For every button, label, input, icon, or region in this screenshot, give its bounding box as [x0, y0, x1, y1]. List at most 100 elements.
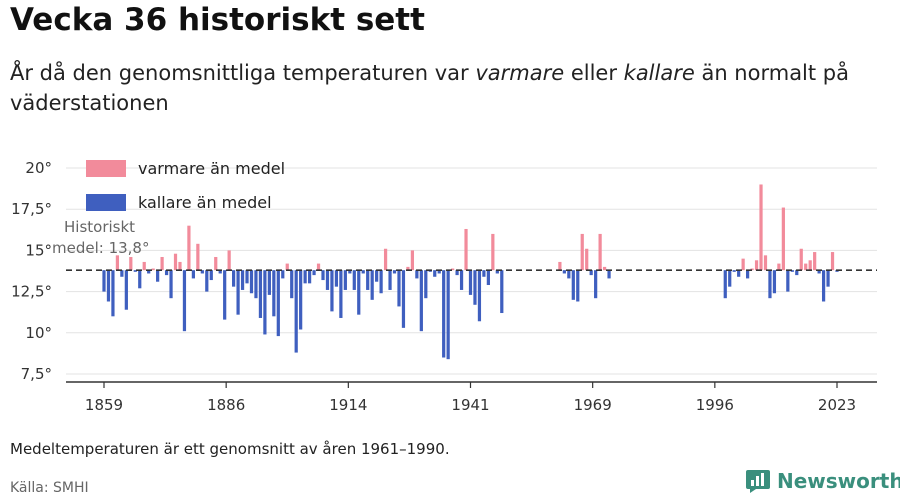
legend: varmare än medel kallare än medel — [86, 159, 285, 212]
bar-cold — [817, 270, 821, 274]
bar-cold — [120, 270, 124, 277]
bar-cold — [477, 270, 482, 322]
bar-cold — [370, 270, 374, 300]
subtitle-part: År då den genomsnittliga temperaturen va… — [10, 61, 476, 85]
bar-warm — [410, 250, 415, 271]
bar-cold — [138, 270, 142, 289]
bar-cold — [428, 270, 432, 272]
bar-cold — [307, 270, 312, 284]
newsworthy-logo[interactable]: Newsworthy — [745, 468, 900, 494]
subtitle-warm-word: varmare — [475, 61, 565, 85]
bar-cold — [164, 270, 169, 276]
bar-cold — [147, 270, 151, 274]
bar-warm — [316, 263, 321, 271]
bar-cold — [375, 270, 379, 282]
bar-cold — [290, 270, 294, 299]
bars — [102, 184, 839, 360]
bar-warm — [187, 225, 191, 271]
bar-cold — [415, 270, 419, 279]
bar-cold — [835, 270, 839, 272]
bar-cold — [169, 270, 173, 299]
bar-cold — [728, 270, 732, 287]
bar-cold — [339, 270, 343, 318]
bar-cold — [348, 270, 352, 274]
bar-cold — [401, 270, 406, 328]
bar-warm — [741, 258, 745, 271]
bar-cold — [156, 270, 160, 282]
bar-cold — [218, 270, 222, 274]
bar-cold — [495, 270, 499, 274]
bar-cold — [254, 270, 258, 299]
bar-cold — [236, 270, 240, 315]
y-axis-ticks: 7,5° 10° 12,5° 15° 17,5° 20° — [11, 159, 52, 383]
bar-warm — [754, 260, 759, 271]
bar-warm — [763, 255, 768, 271]
bar-cold — [446, 270, 450, 360]
bar-warm — [129, 256, 133, 271]
bar-cold — [111, 270, 115, 317]
bar-warm — [585, 248, 589, 271]
bar-cold — [571, 270, 575, 300]
bar-cold — [486, 270, 490, 286]
average-label: medel: 13,8° — [52, 239, 149, 257]
bar-cold — [209, 270, 213, 281]
y-tick-label: 12,5° — [11, 283, 52, 301]
bar-cold — [459, 270, 464, 290]
legend-label: varmare än medel — [138, 159, 285, 178]
bar-cold — [294, 270, 298, 353]
bar-warm — [151, 268, 155, 271]
x-tick-label: 1996 — [696, 396, 734, 414]
bar-warm — [285, 263, 289, 271]
bar-cold — [737, 270, 741, 277]
bar-cold — [795, 270, 799, 276]
bar-cold — [482, 270, 486, 277]
chart-title: Vecka 36 historiskt sett — [10, 2, 425, 38]
x-tick-label: 1886 — [207, 396, 245, 414]
bar-cold — [258, 270, 263, 318]
bar-cold — [366, 270, 370, 290]
bar-warm — [830, 252, 835, 271]
bar-warm — [813, 252, 817, 271]
subtitle-cold-word: kallare — [623, 61, 695, 85]
bar-cold — [245, 270, 249, 284]
bar-cold — [821, 270, 826, 302]
average-label: Historiskt — [64, 218, 135, 236]
bar-warm — [777, 263, 781, 271]
bar-warm — [558, 261, 562, 271]
bar-cold — [723, 270, 727, 299]
y-tick-label: 10° — [25, 324, 52, 342]
x-tick-label: 2023 — [818, 396, 856, 414]
bar-cold — [442, 270, 446, 358]
bar-cold — [223, 270, 227, 320]
bar-cold — [343, 270, 347, 290]
bar-warm — [383, 248, 388, 271]
bar-cold — [746, 270, 750, 279]
bar-cold — [357, 270, 361, 315]
temperature-bar-chart: 7,5° 10° 12,5° 15° 17,5° 20° 1859 1886 1914 1941… — [11, 159, 877, 414]
bar-warm — [750, 268, 754, 271]
bar-warm — [451, 268, 455, 271]
bar-warm — [759, 184, 763, 271]
bar-warm — [406, 266, 410, 271]
bar-cold — [433, 270, 437, 277]
y-tick-label: 20° — [25, 159, 52, 177]
x-tick-label: 1969 — [574, 396, 612, 414]
bar-cold — [330, 270, 334, 312]
chart-subtitle: År då den genomsnittliga temperaturen va… — [10, 58, 870, 118]
bar-cold — [312, 270, 316, 276]
bar-cold — [437, 270, 441, 274]
bar-cold — [826, 270, 830, 287]
bar-cold — [790, 270, 794, 272]
legend-swatch — [86, 160, 126, 177]
bar-cold — [334, 270, 339, 287]
source-label: Källa: SMHI — [10, 480, 89, 496]
legend-label: kallare än medel — [138, 193, 272, 212]
bar-warm — [602, 266, 607, 271]
x-tick-label: 1914 — [329, 396, 367, 414]
bar-cold — [455, 270, 459, 276]
bar-warm — [799, 248, 803, 271]
y-tick-label: 7,5° — [21, 365, 52, 383]
bar-warm — [173, 253, 178, 271]
bar-cold — [299, 270, 303, 330]
bar-cold — [263, 270, 267, 335]
